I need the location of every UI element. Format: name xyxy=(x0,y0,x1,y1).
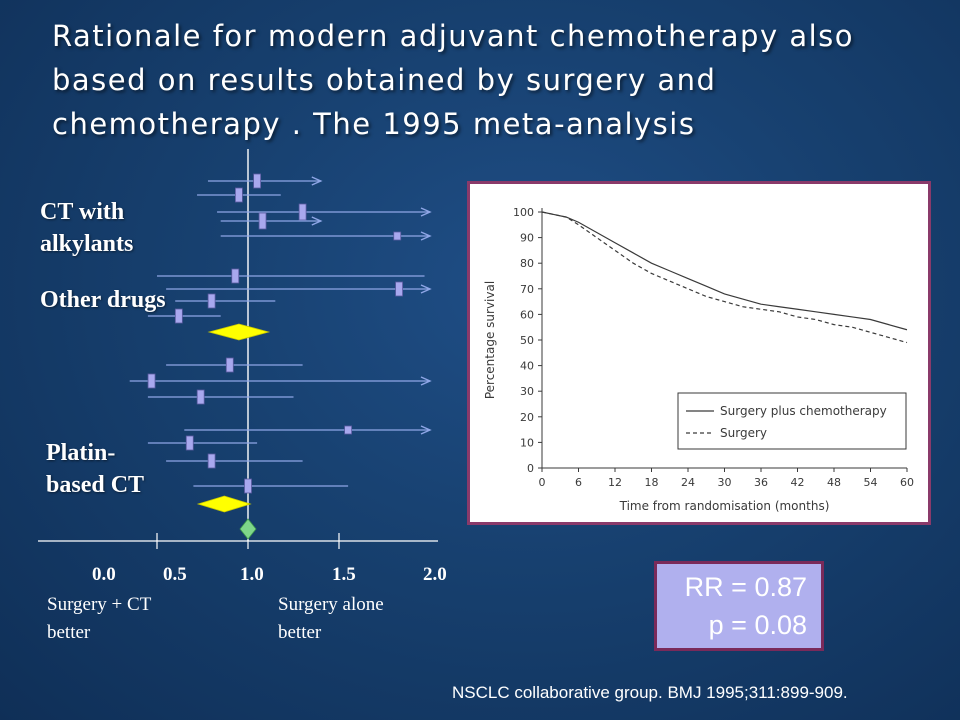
km-y-tick-label: 50 xyxy=(520,334,534,347)
km-legend-label: Surgery xyxy=(720,426,767,440)
km-y-tick-label: 80 xyxy=(520,257,534,270)
study-estimate-box xyxy=(395,281,403,297)
title-line-2: based on results obtained by surgery and xyxy=(52,63,717,97)
subtotal-diamond xyxy=(207,323,271,341)
group-label-platin-line2: based CT xyxy=(46,472,145,498)
km-y-tick-label: 60 xyxy=(520,308,534,321)
study-estimate-box xyxy=(244,478,252,494)
km-y-tick-label: 0 xyxy=(527,462,534,475)
km-y-tick-label: 30 xyxy=(520,385,534,398)
study-ci-arrow xyxy=(420,376,432,386)
group-label-platin: Platin- based CT xyxy=(46,437,144,501)
right-favour-line2: better xyxy=(278,622,322,643)
citation: NSCLC collaborative group. BMJ 1995;311:… xyxy=(452,683,848,702)
study-estimate-box xyxy=(207,293,216,309)
study-ci-arrow xyxy=(420,231,432,241)
study-estimate-box xyxy=(174,308,183,324)
study-estimate-box xyxy=(258,212,267,230)
km-x-tick-label: 48 xyxy=(827,476,841,489)
study-estimate-box xyxy=(393,231,402,241)
km-y-tick-label: 70 xyxy=(520,283,534,296)
study-estimate-box xyxy=(185,435,194,451)
study-estimate-box xyxy=(298,203,307,221)
rr-value: RR = 0.87 xyxy=(684,572,807,602)
study-estimate-box xyxy=(207,453,216,469)
axis-tick-label: 1.0 xyxy=(240,564,264,585)
survival-chart-panel: 0 10 20 30 40 50 60 70 80 90 100 0 6 12 18 24 30 36 42 48 54… xyxy=(467,181,931,525)
km-series-surgery-plus-chemo xyxy=(541,211,908,331)
km-y-tick-label: 10 xyxy=(520,436,534,449)
p-value: p = 0.08 xyxy=(708,610,807,640)
title-line-1: Rationale for modern adjuvant chemothera… xyxy=(52,19,854,53)
group-label-other-drugs: Other drugs xyxy=(40,287,166,313)
axis-tick-label: 0.0 xyxy=(92,564,116,585)
group-label-ct-alkylants-line1: CT with xyxy=(40,199,125,225)
study-estimate-box xyxy=(147,373,156,389)
right-favour-label: Surgery alone better xyxy=(278,591,384,647)
km-x-tick-label: 30 xyxy=(718,476,732,489)
study-estimate-box xyxy=(225,357,234,373)
km-x-tick-label: 18 xyxy=(645,476,659,489)
km-x-tick-label: 0 xyxy=(539,476,546,489)
study-estimate-box xyxy=(344,425,353,435)
group-label-ct-alkylants-line2: alkylants xyxy=(40,231,134,257)
km-x-axis-label: Time from randomisation (months) xyxy=(619,499,830,513)
study-estimate-box xyxy=(234,187,243,203)
title-line-3: chemotherapy . The 1995 meta-analysis xyxy=(52,107,696,141)
rr-result-box: RR = 0.87 p = 0.08 xyxy=(654,561,824,651)
survival-chart: 0 10 20 30 40 50 60 70 80 90 100 0 6 12 18 24 30 36 42 48 54… xyxy=(483,206,914,513)
km-x-tick-label: 36 xyxy=(754,476,768,489)
study-estimate-box xyxy=(196,389,205,405)
study-ci-arrow xyxy=(311,176,323,186)
subtotal-diamond xyxy=(196,495,252,513)
km-legend-label: Surgery plus chemotherapy xyxy=(720,404,887,418)
left-favour-line2: better xyxy=(47,622,91,643)
group-label-platin-line1: Platin- xyxy=(46,440,116,466)
study-estimate-box xyxy=(231,268,240,284)
km-x-tick-label: 24 xyxy=(681,476,695,489)
left-favour-label: Surgery + CT better xyxy=(47,591,151,647)
slide-title: Rationale for modern adjuvant chemothera… xyxy=(52,14,932,146)
km-x-tick-label: 54 xyxy=(864,476,878,489)
km-series-surgery xyxy=(541,211,908,344)
left-favour-line1: Surgery + CT xyxy=(47,594,152,615)
km-x-tick-label: 12 xyxy=(608,476,622,489)
km-y-tick-label: 20 xyxy=(520,411,534,424)
group-label-ct-alkylants: CT with alkylants xyxy=(40,196,133,260)
study-ci-arrow xyxy=(420,284,432,294)
km-y-tick-label: 90 xyxy=(520,232,534,245)
right-favour-line1: Surgery alone xyxy=(278,594,384,615)
km-x-tick-label: 42 xyxy=(791,476,805,489)
km-legend xyxy=(677,392,907,450)
axis-tick-label: 1.5 xyxy=(332,564,356,585)
km-x-tick-label: 6 xyxy=(575,476,582,489)
km-y-tick-label: 100 xyxy=(513,206,534,219)
study-ci-arrow xyxy=(420,425,432,435)
axis-tick-label: 2.0 xyxy=(423,564,447,585)
study-ci-arrow xyxy=(311,216,323,226)
km-x-tick-label: 60 xyxy=(900,476,914,489)
study-ci-arrow xyxy=(420,207,432,217)
km-y-axis-label: Percentage survival xyxy=(483,281,497,399)
axis-tick-label: 0.5 xyxy=(163,564,187,585)
study-estimate-box xyxy=(253,173,262,189)
km-y-tick-label: 40 xyxy=(520,360,534,373)
forest-plot xyxy=(38,149,438,549)
overall-diamond xyxy=(239,518,257,540)
